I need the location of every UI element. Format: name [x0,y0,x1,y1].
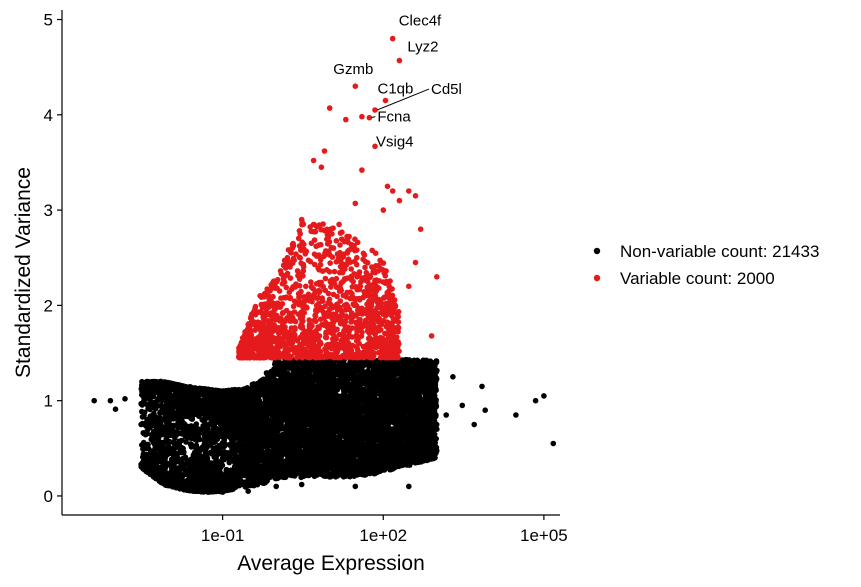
y-tick-label: 4 [44,106,53,125]
y-tick-label: 0 [44,487,53,506]
x-tick-label: 1e+02 [359,526,407,545]
x-tick-label: 1e+05 [520,526,568,545]
x-tick-label: 1e-01 [201,526,244,545]
y-tick-label: 2 [44,296,53,315]
non-variable-points [91,356,557,495]
axes: 0 1 2 3 4 5 1e-01 1e+02 1e+05 [44,10,568,545]
y-tick-label: 5 [44,11,53,30]
y-ticks: 0 1 2 3 4 5 [44,11,62,506]
x-ticks: 1e-01 1e+02 1e+05 [201,515,568,545]
y-tick-label: 3 [44,201,53,220]
y-tick-label: 1 [44,392,53,411]
